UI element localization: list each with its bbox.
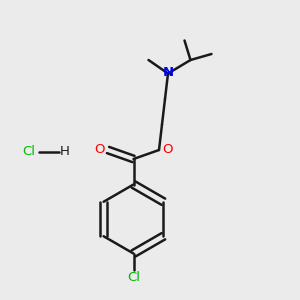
Text: O: O — [94, 142, 104, 156]
Text: O: O — [163, 142, 173, 156]
Text: Cl: Cl — [127, 271, 140, 284]
Text: H: H — [60, 145, 69, 158]
Text: N: N — [162, 66, 174, 80]
Text: Cl: Cl — [22, 145, 35, 158]
